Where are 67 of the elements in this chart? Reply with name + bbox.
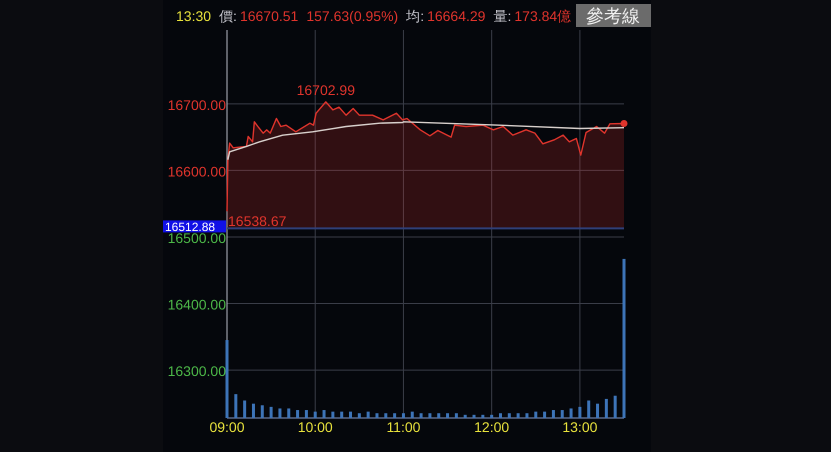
bar xyxy=(296,410,300,418)
bar xyxy=(543,412,546,418)
bar xyxy=(428,413,432,418)
x-tick-label: 11:00 xyxy=(386,419,421,435)
text: 均: xyxy=(405,8,424,24)
bar xyxy=(340,412,344,418)
bar xyxy=(525,413,528,418)
bar xyxy=(420,413,423,418)
text: 173.84億 xyxy=(514,8,572,24)
bar xyxy=(260,405,264,418)
bar xyxy=(375,413,378,418)
bar xyxy=(358,413,361,418)
x-tick-label: 13:00 xyxy=(562,419,598,435)
bar xyxy=(331,412,334,418)
bar xyxy=(402,413,405,418)
x-tick-label: 09:00 xyxy=(209,419,245,435)
text: 16670.51 xyxy=(240,8,299,24)
bar xyxy=(560,410,564,418)
bar xyxy=(446,413,450,418)
y-tick-label: 16400.00 xyxy=(168,296,226,313)
x-tick-label: 12:00 xyxy=(474,419,510,435)
bar xyxy=(587,400,590,418)
bar xyxy=(570,408,573,418)
bar xyxy=(366,412,370,418)
text: 157.63(0.95%) xyxy=(306,8,398,24)
bar xyxy=(614,396,617,418)
text: 16664.29 xyxy=(427,8,486,24)
bar xyxy=(278,408,282,418)
bar xyxy=(270,406,273,418)
y-tick-label: 16300.00 xyxy=(168,363,226,380)
bar xyxy=(437,413,440,418)
bar xyxy=(490,414,494,418)
bar xyxy=(226,340,228,418)
bar xyxy=(498,413,502,418)
bar xyxy=(464,414,467,418)
bar xyxy=(349,412,352,418)
bar xyxy=(410,412,414,418)
bar xyxy=(534,412,538,418)
bar xyxy=(552,410,555,418)
text: 價: xyxy=(219,8,237,24)
text: 量: xyxy=(493,8,512,24)
bar xyxy=(252,404,255,418)
ref-line-label: 16512.88 xyxy=(165,220,216,234)
annotation: 16702.99 xyxy=(296,82,356,98)
bar xyxy=(516,413,520,418)
bar xyxy=(393,413,396,418)
bar xyxy=(508,413,511,418)
bar xyxy=(384,413,388,418)
bar xyxy=(604,398,608,418)
bar xyxy=(622,258,626,418)
y-tick-label: 16700.00 xyxy=(168,96,226,113)
bar xyxy=(322,410,326,418)
bar xyxy=(578,406,582,418)
y-tick-label: 16600.00 xyxy=(168,163,226,180)
annotation: 16538.67 xyxy=(228,213,287,230)
bar xyxy=(472,414,476,418)
bar xyxy=(314,412,317,418)
text: 13:30 xyxy=(176,8,212,24)
bar xyxy=(243,400,246,418)
bar xyxy=(481,414,484,418)
bar xyxy=(454,413,458,418)
bar xyxy=(234,394,238,418)
bar xyxy=(287,408,290,418)
x-tick-label: 10:00 xyxy=(298,419,333,435)
bar xyxy=(596,404,600,418)
bar xyxy=(304,410,308,418)
text: 參考線 xyxy=(586,6,640,26)
